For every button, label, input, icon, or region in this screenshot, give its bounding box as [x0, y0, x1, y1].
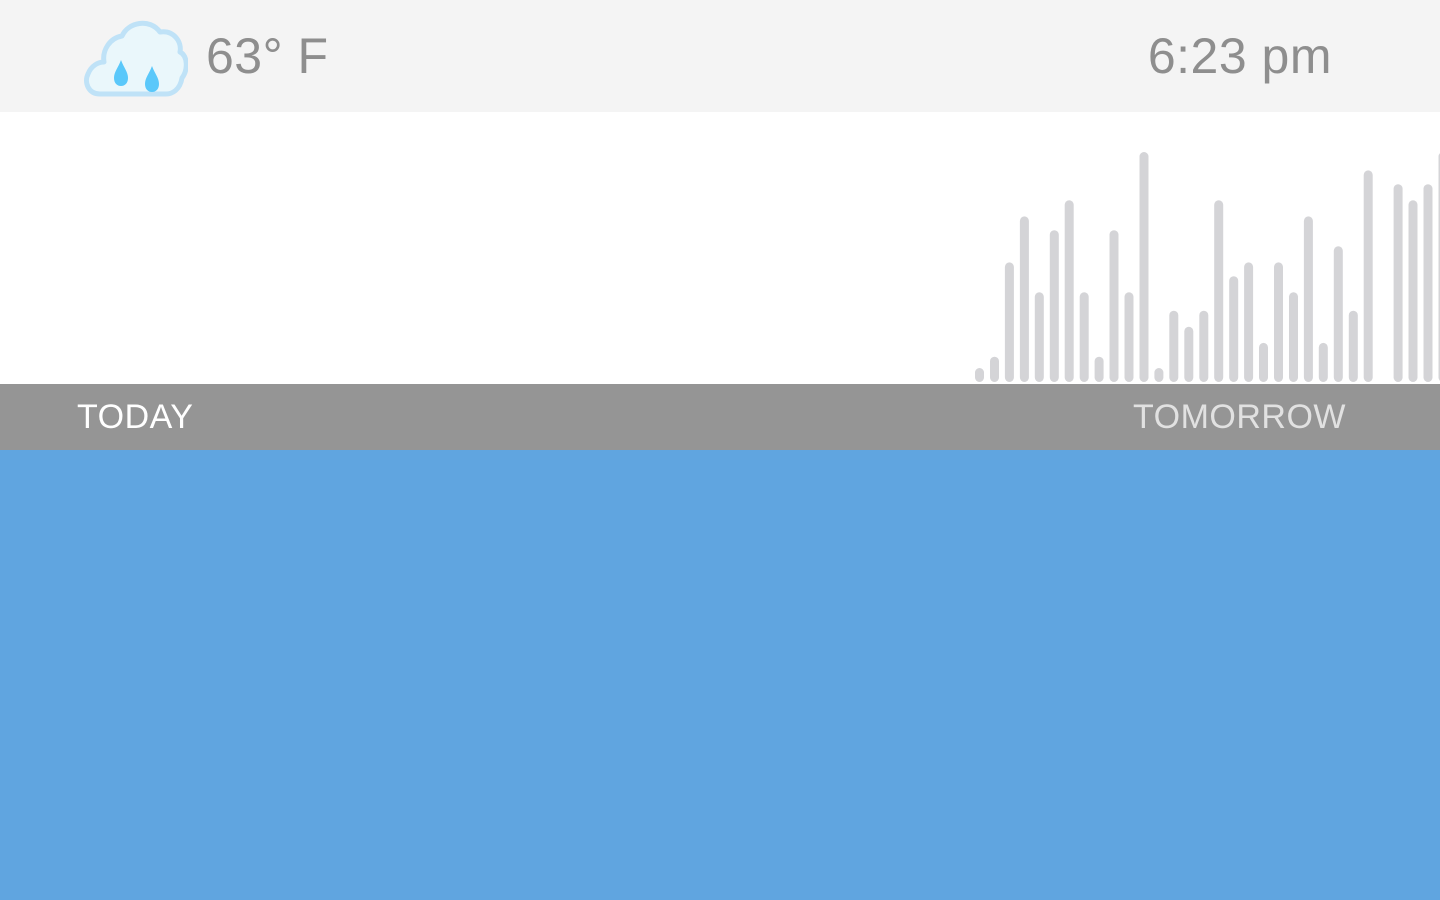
precipitation-bar — [1034, 292, 1044, 382]
precipitation-bar — [1214, 200, 1224, 382]
precipitation-bar — [1184, 326, 1194, 382]
current-time: 6:23 pm — [1147, 28, 1332, 84]
content-panel — [0, 450, 1440, 900]
precipitation-bar — [1244, 262, 1254, 382]
precipitation-bar — [1079, 292, 1089, 382]
header-bar: 63° F 6:23 pm — [0, 0, 1440, 112]
precipitation-bar — [1318, 342, 1328, 382]
temperature-readout: 63° F — [206, 28, 329, 84]
precipitation-bar — [1303, 216, 1313, 382]
precipitation-bar — [1064, 200, 1074, 382]
precipitation-bar — [1333, 246, 1343, 382]
today-label[interactable]: TODAY — [77, 398, 194, 436]
precipitation-bar — [1094, 356, 1104, 382]
precipitation-bar — [1274, 262, 1283, 382]
precipitation-bar — [1363, 170, 1373, 382]
precipitation-bar — [1049, 230, 1059, 382]
precipitation-bar — [1408, 200, 1418, 382]
precipitation-bars — [975, 152, 1440, 382]
precipitation-bar — [1109, 230, 1119, 382]
precipitation-bar — [1154, 368, 1164, 382]
precipitation-bar — [975, 368, 984, 382]
precipitation-bar — [1004, 262, 1014, 382]
tomorrow-label[interactable]: TOMORROW — [1132, 398, 1346, 436]
precipitation-bar — [1259, 342, 1268, 382]
precipitation-bar — [1393, 184, 1403, 382]
precipitation-bar — [1229, 276, 1239, 382]
precipitation-bar — [1124, 292, 1134, 382]
precipitation-graph — [0, 112, 1440, 384]
precipitation-bar — [1289, 292, 1298, 382]
precipitation-bar — [1348, 310, 1358, 382]
precipitation-bar — [1199, 310, 1209, 382]
precipitation-bar — [990, 356, 999, 382]
precipitation-bar — [1019, 216, 1029, 382]
precipitation-bar — [1139, 152, 1149, 382]
rain-cloud-icon — [82, 14, 189, 104]
precipitation-bar — [1169, 310, 1179, 382]
timeline-bar: TODAY TOMORROW — [0, 384, 1440, 450]
precipitation-bar — [1423, 184, 1433, 382]
